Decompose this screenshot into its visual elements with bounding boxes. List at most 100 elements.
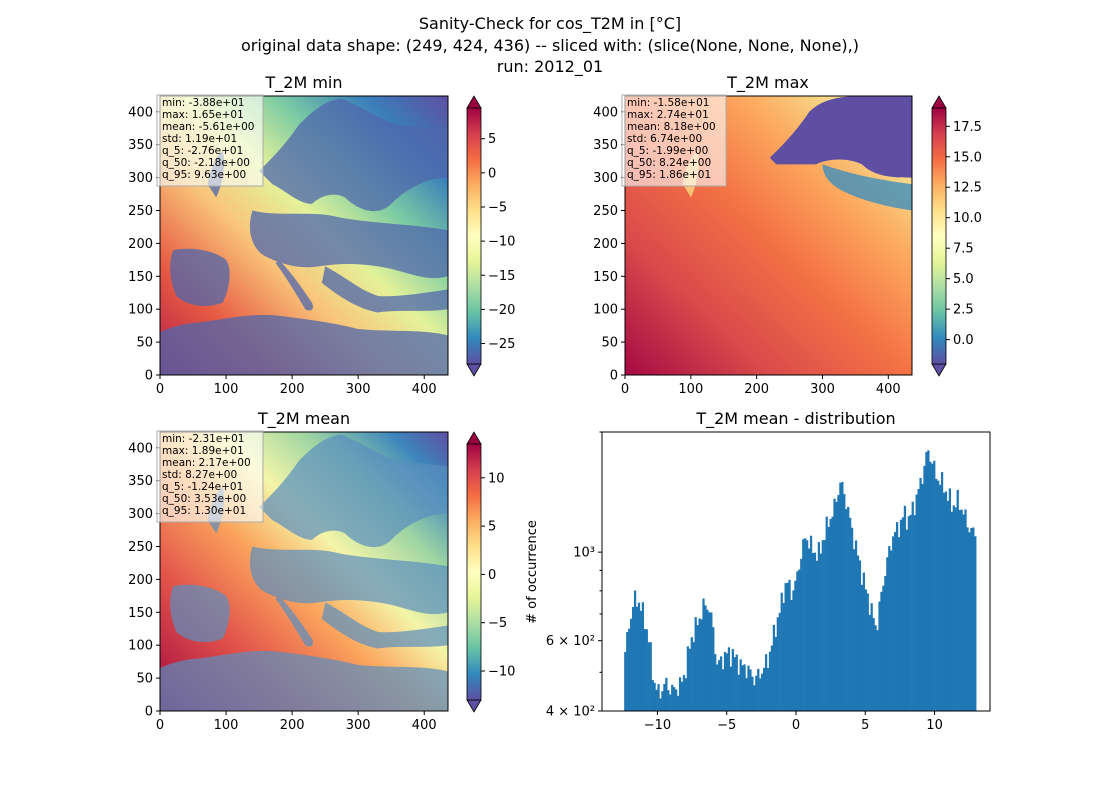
hist-bar — [852, 549, 856, 711]
y-tick-label: 50 — [136, 336, 153, 351]
hist-bar — [849, 517, 852, 711]
hist-bar — [745, 678, 748, 711]
hist-bar — [719, 656, 723, 711]
hist-bar — [817, 542, 821, 711]
x-tick-label: 300 — [346, 382, 371, 397]
colorbar-tick-label: 15.0 — [953, 150, 982, 165]
hist-bar — [895, 522, 899, 711]
hist-y-axis: 4 × 10² 6 × 10² 10³ — [546, 431, 602, 720]
x-tick-label: 300 — [810, 382, 835, 397]
hist-bar — [761, 673, 764, 711]
hist-bar — [637, 602, 641, 711]
hist-bar — [796, 571, 799, 711]
panel-min-title: T_2M min — [264, 73, 342, 93]
hist-bar — [696, 625, 699, 711]
panel-max-title: T_2M max — [726, 73, 809, 93]
hist-bar — [970, 527, 973, 711]
hist-bar — [858, 560, 862, 711]
hist-bar — [946, 500, 950, 711]
hist-bar — [718, 660, 721, 711]
hist-bar — [737, 674, 740, 711]
hist-bar — [716, 664, 719, 711]
hist-bar — [960, 509, 963, 711]
hist-bar — [807, 548, 811, 711]
hist-bar — [837, 495, 840, 711]
hist-bar — [690, 637, 693, 711]
hist-bar — [772, 624, 776, 711]
stat-min-4: q_5: -2.76e+01 — [162, 145, 243, 157]
hist-bar — [755, 675, 758, 711]
stat-min-2: mean: -5.61e+00 — [162, 121, 254, 133]
x-tick-label: 200 — [280, 718, 305, 733]
hist-bar — [624, 651, 627, 711]
hist-bar — [937, 480, 940, 711]
x-tick-label: 100 — [214, 382, 239, 397]
hist-bar — [892, 536, 895, 711]
hist-bar — [804, 538, 807, 711]
map-min-frame — [159, 95, 449, 376]
hist-bar — [669, 694, 672, 711]
hist-bar — [966, 527, 969, 711]
colorbar-tick-label: 0 — [488, 166, 496, 181]
stat-min-6: q_95: 9.63e+00 — [162, 169, 246, 181]
colorbar-tick-label: −25 — [488, 337, 515, 352]
hist-bar — [661, 691, 664, 711]
hist-x-tick-label: 0 — [792, 718, 800, 733]
hist-bar — [645, 629, 648, 711]
colorbar-min: −25 −20 −15 −10 −5 0 5 — [466, 95, 515, 377]
stat-mean-0: min: -2.31e+01 — [162, 433, 244, 445]
y-tick-label: 350 — [128, 138, 153, 153]
x-tick-label: 400 — [412, 382, 437, 397]
hist-bar — [950, 511, 953, 711]
stat-mean-6: q_95: 1.30e+01 — [162, 505, 246, 517]
hist-bar — [743, 664, 746, 711]
hist-bar — [874, 625, 877, 711]
y-tick-label: 150 — [593, 270, 618, 285]
y-tick-label: 400 — [128, 105, 153, 120]
hist-bar — [956, 489, 959, 711]
hist-bar — [764, 654, 768, 711]
hist-bar — [768, 651, 772, 711]
hist-bar — [657, 684, 660, 711]
hist-bar — [671, 684, 674, 711]
hist-bar — [626, 632, 629, 711]
y-tick-label: 0 — [145, 369, 153, 384]
hist-bar — [894, 531, 897, 711]
hist-bar — [958, 510, 961, 711]
hist-bar — [866, 593, 869, 711]
hist-bar — [940, 472, 944, 711]
colorbar-tick-label: 12.5 — [953, 181, 982, 196]
map-min-y-axis: 0 50 100 150 200 250 300 350 400 — [128, 105, 160, 384]
hist-bar — [647, 642, 650, 711]
hist-x-tick-label: 10 — [926, 718, 943, 733]
hist-bar — [643, 629, 646, 711]
hist-bar — [692, 642, 695, 711]
y-tick-label: 100 — [128, 303, 153, 318]
stat-max-5: q_50: 8.24e+00 — [627, 157, 711, 169]
stat-min-3: std: 1.19e+01 — [162, 133, 237, 145]
hist-x-tick-label: −5 — [717, 718, 736, 733]
y-tick-label: 250 — [593, 204, 618, 219]
hist-bar — [856, 555, 860, 711]
hist-bar — [890, 550, 893, 711]
hist-bar — [903, 505, 907, 711]
hist-bar — [735, 654, 738, 711]
hist-bar — [860, 584, 864, 711]
hist-bar — [659, 698, 662, 711]
hist-bar — [923, 465, 926, 711]
figure-title-line-1: Sanity-Check for cos_T2M in [°C] — [419, 14, 681, 34]
stats-box-max: min: -1.58e+01 max: 2.74e+01 mean: 8.18e… — [621, 94, 727, 187]
hist-bar — [665, 677, 668, 711]
hist-x-axis: −10 −5 0 5 10 — [644, 711, 943, 733]
hist-bar — [788, 579, 791, 711]
hist-bar — [786, 582, 789, 711]
stat-max-4: q_5: -1.99e+00 — [627, 145, 708, 157]
hist-bar — [774, 636, 777, 711]
y-tick-label: 300 — [128, 507, 153, 522]
hist-bar — [962, 514, 965, 711]
hist-bar — [702, 598, 705, 711]
hist-bar — [968, 532, 971, 711]
hist-bar — [776, 617, 779, 711]
stat-mean-5: q_50: 3.53e+00 — [162, 493, 246, 505]
